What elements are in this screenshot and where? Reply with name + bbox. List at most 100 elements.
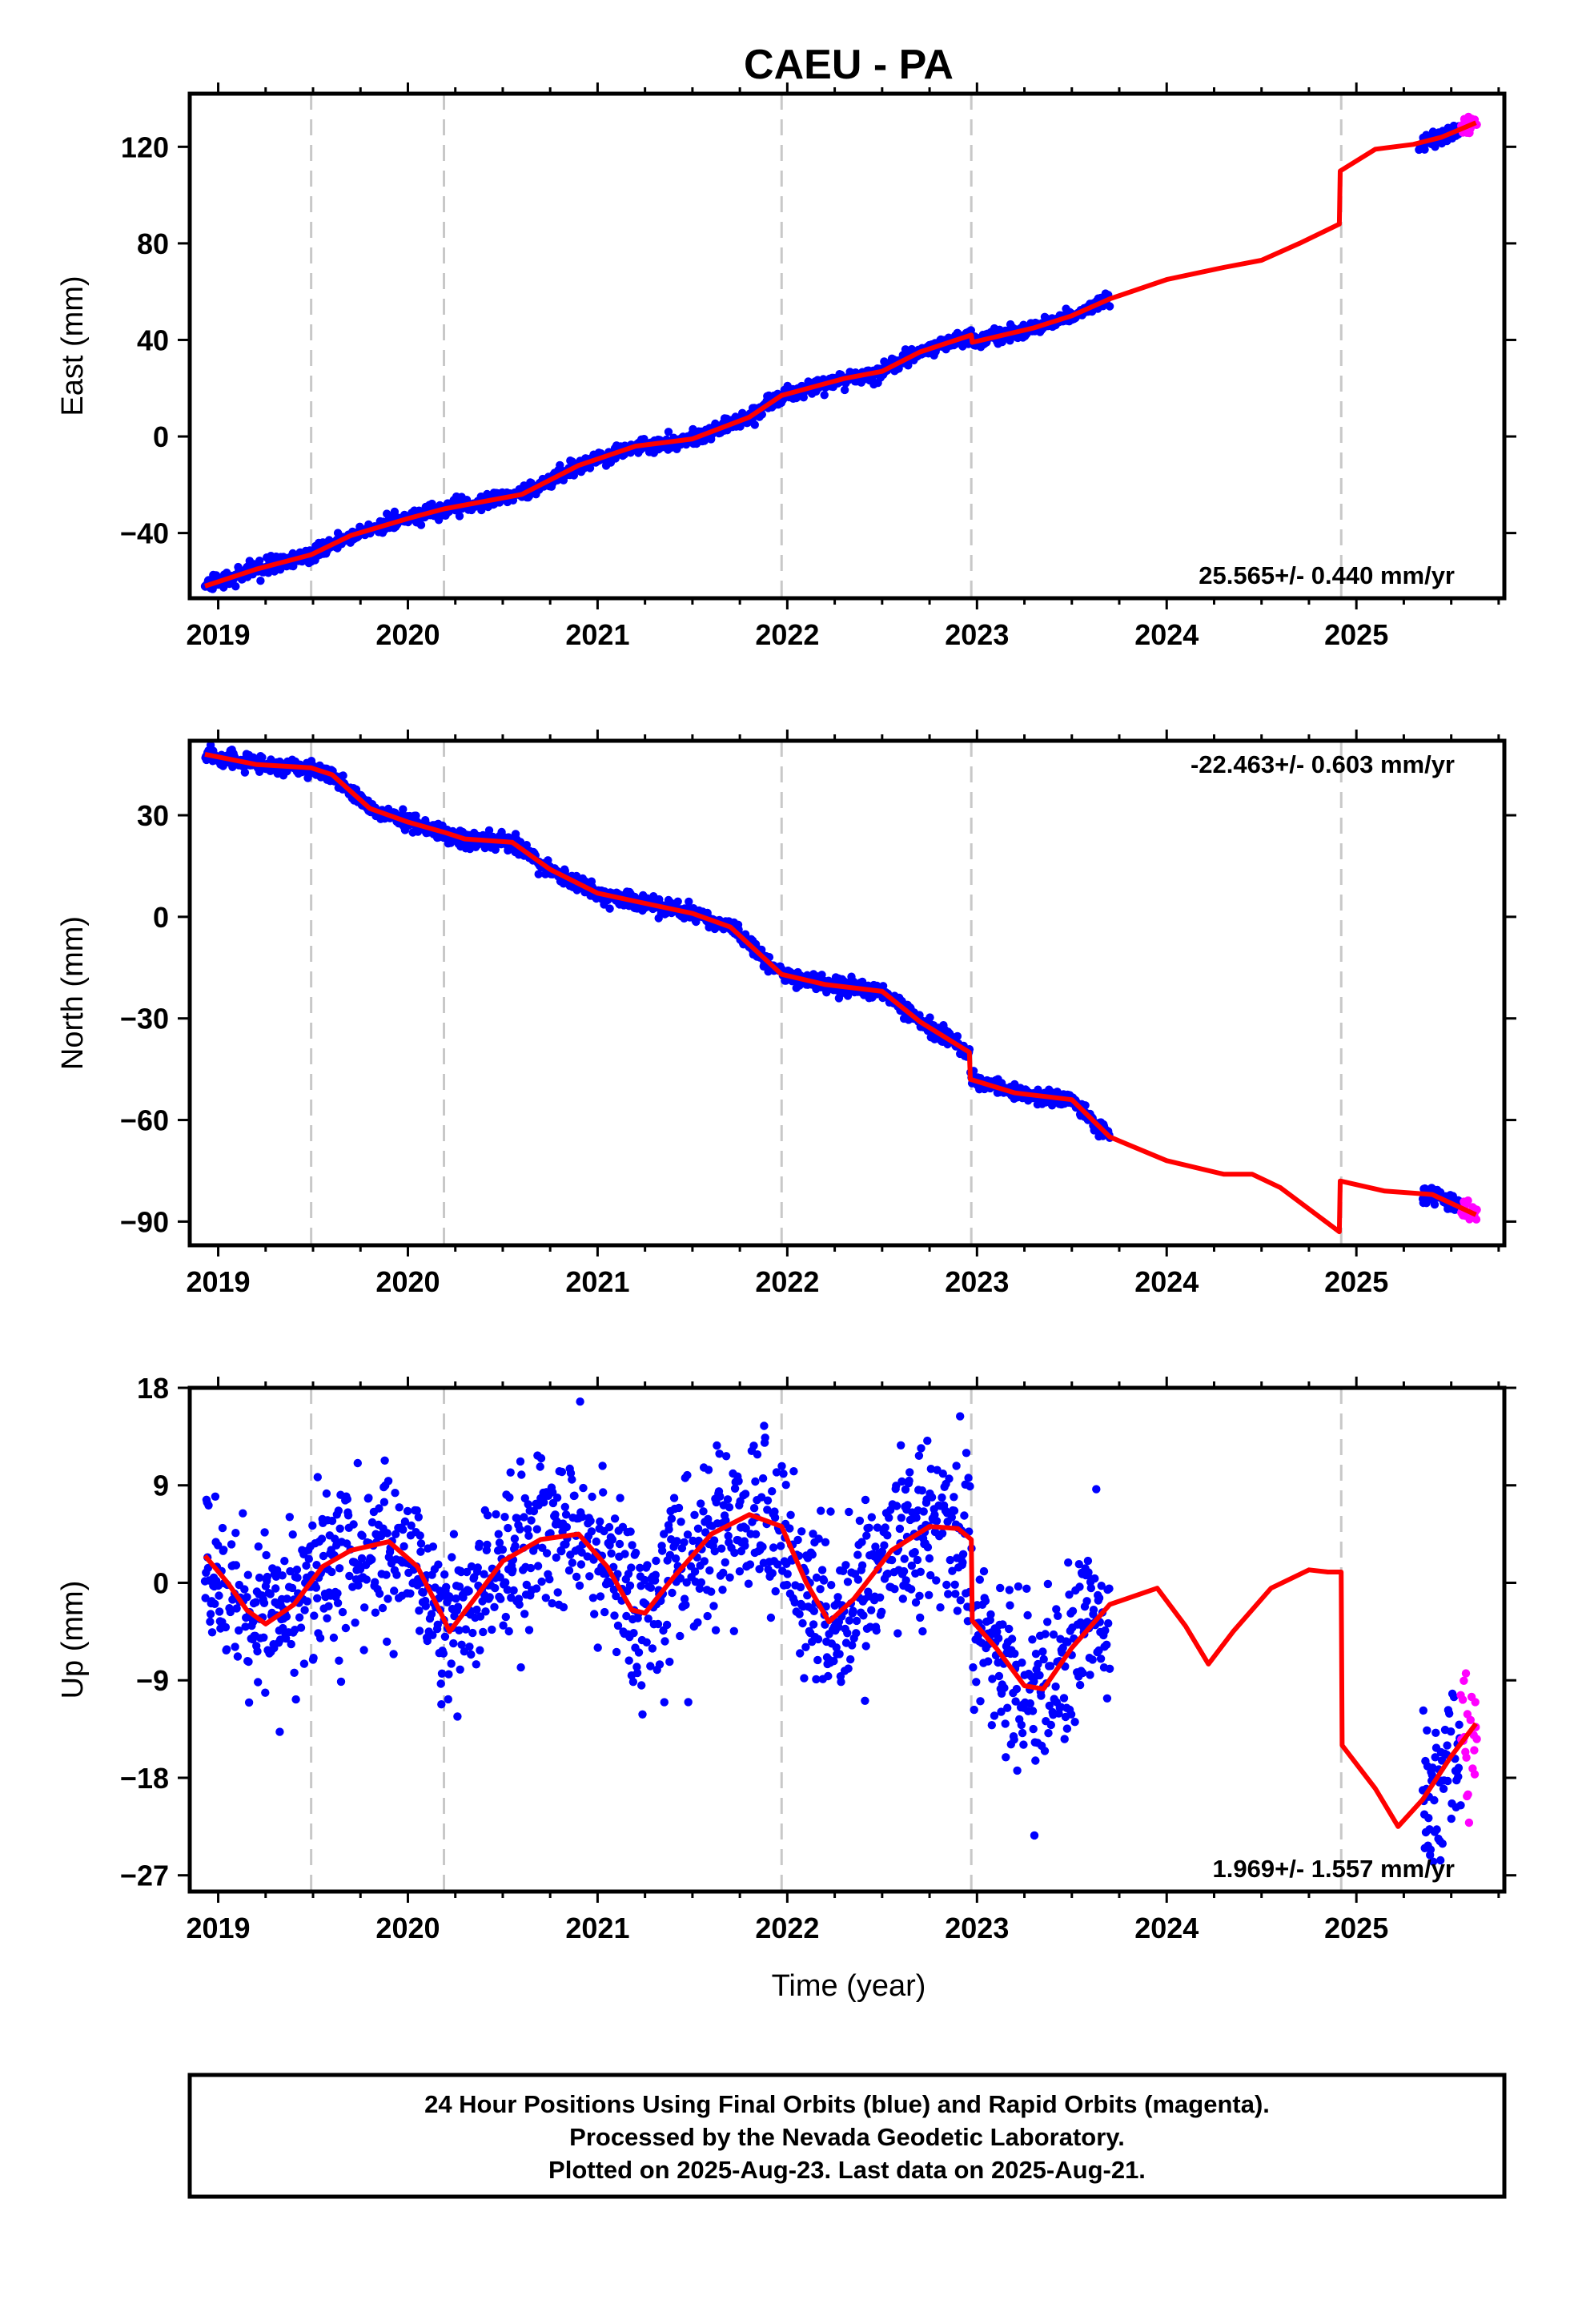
final-orbit-point [508,1566,517,1574]
final-orbit-point [1058,1643,1067,1652]
final-orbit-point [467,1562,476,1571]
final-orbit-point [876,1593,885,1602]
final-orbit-point [371,1578,379,1586]
final-orbit-point [703,1611,712,1621]
final-orbit-point [467,1650,476,1659]
final-orbit-point [749,1504,759,1513]
final-orbit-point [725,1503,734,1512]
final-orbit-point [476,1646,484,1655]
final-orbit-point [883,1531,892,1540]
final-orbit-point [631,1548,640,1558]
final-orbit-point [638,1710,647,1719]
final-orbit-point [701,1528,710,1537]
final-orbit-point [548,1598,556,1608]
final-orbit-point [585,1572,594,1581]
final-orbit-point [867,1513,877,1522]
final-orbit-point [499,1621,508,1630]
final-orbit-point [517,1470,526,1479]
final-orbit-point [964,1474,973,1482]
final-orbit-point [916,1613,925,1622]
final-orbit-point [736,422,745,431]
final-orbit-point [604,1522,614,1532]
final-orbit-point [709,1602,718,1610]
final-orbit-point [399,1525,408,1534]
final-orbit-point [1430,1200,1439,1209]
final-orbit-point [1011,1697,1020,1706]
final-orbit-point [206,1610,215,1618]
final-orbit-point [1428,1763,1437,1772]
final-orbit-point [287,1639,295,1649]
final-orbit-point [915,1591,924,1601]
final-orbit-point [683,1530,693,1539]
final-orbit-point [1017,1720,1026,1730]
final-orbit-point [464,1586,473,1595]
final-orbit-point [562,1522,571,1532]
final-orbit-point [1010,1735,1018,1744]
final-orbit-point [378,1603,387,1613]
final-orbit-point [768,1487,777,1496]
final-orbit-point [789,1467,798,1476]
final-orbit-point [324,1602,333,1610]
final-orbit-point [729,1626,738,1636]
final-orbit-point [813,1634,823,1644]
final-orbit-point [214,1541,223,1550]
final-orbit-point [1044,1729,1053,1738]
final-orbit-point [231,582,240,591]
final-orbit-point [812,1675,821,1684]
final-orbit-point [313,1594,322,1603]
final-orbit-point [360,1603,369,1612]
final-orbit-point [797,1527,806,1536]
final-orbit-point [449,1530,459,1538]
final-orbit-point [333,1598,343,1608]
final-orbit-point [966,1482,974,1491]
final-orbit-point [646,1662,655,1671]
final-orbit-point [897,1514,906,1522]
final-orbit-point [1083,1556,1093,1566]
final-orbit-point [583,1552,592,1561]
final-orbit-point [689,1536,697,1546]
final-orbit-point [557,1546,566,1556]
final-orbit-point [506,1468,515,1477]
x-tick-label: 2025 [1324,1265,1388,1298]
final-orbit-point [215,1607,224,1616]
final-orbit-point [1445,1709,1454,1718]
final-orbit-point [998,337,1007,347]
final-orbit-point [1051,1682,1060,1691]
final-orbit-point [1097,1582,1106,1590]
final-orbit-point [520,1610,529,1618]
final-orbit-point [593,1643,602,1652]
final-orbit-point [588,1594,598,1602]
final-orbit-point [938,1470,948,1478]
final-orbit-point [1018,1728,1027,1738]
final-orbit-point [667,1514,677,1523]
final-orbit-point [1030,1831,1039,1840]
final-orbit-point [203,1563,213,1573]
final-orbit-point [1065,1590,1074,1599]
final-orbit-point [1456,1801,1465,1810]
final-orbit-point [1038,1647,1047,1656]
final-orbit-point [613,1621,623,1630]
final-orbit-point [916,1567,926,1577]
final-orbit-point [546,1529,555,1538]
final-orbit-point [341,1623,351,1633]
final-orbit-point [809,1606,818,1616]
final-orbit-point [480,1570,488,1578]
final-orbit-point [389,1650,398,1659]
final-orbit-point [710,1546,719,1556]
final-orbit-point [243,1593,251,1602]
final-orbit-point [353,1458,362,1468]
x-tick-label: 2022 [755,1912,819,1944]
final-orbit-point [642,1638,651,1647]
final-orbit-point [244,1657,253,1667]
final-orbit-point [717,1544,726,1553]
final-orbit-point [655,1660,665,1669]
final-orbit-point [1043,1579,1053,1589]
final-orbit-point [644,1614,652,1623]
final-orbit-point [1431,143,1439,151]
final-orbit-point [835,1650,844,1659]
final-orbit-point [520,1513,528,1522]
rapid-orbit-point [1470,1770,1480,1779]
final-orbit-point [751,1530,761,1539]
final-orbit-point [816,1585,825,1594]
final-orbit-point [255,557,264,565]
